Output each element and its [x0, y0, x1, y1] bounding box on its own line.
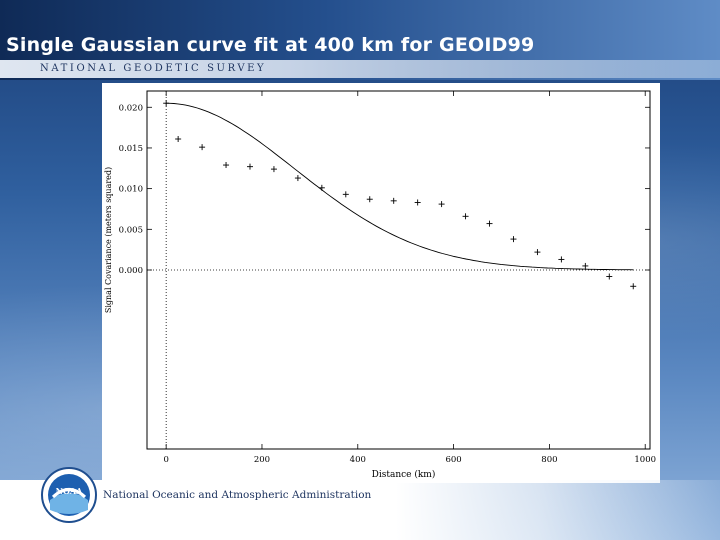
- x-tick-label: 200: [254, 455, 270, 465]
- x-tick-label: 800: [541, 455, 557, 465]
- data-point: [342, 191, 349, 198]
- data-point: [390, 197, 397, 204]
- data-point: [175, 136, 182, 143]
- chart-panel: 0 200 400 600 800 1000 0.000 0.005 0.010 0.015 0.0…: [102, 83, 660, 483]
- y-tick-label: 0.000: [119, 266, 143, 276]
- data-point: [163, 100, 170, 107]
- data-point: [246, 163, 253, 170]
- agency-subtitle: NATIONAL GEODETIC SURVEY: [40, 63, 267, 74]
- data-point: [462, 213, 469, 220]
- data-point: [606, 273, 613, 280]
- data-point: [486, 220, 493, 227]
- gaussian-curve-group: [166, 102, 634, 271]
- y-axis-title: Signal Covariance (meters squared): [104, 167, 113, 313]
- noaa-logo-text: NOAA: [56, 486, 83, 496]
- y-tick-label: 0.005: [119, 225, 143, 235]
- noaa-logo: NOAA: [41, 467, 97, 523]
- axis-labels-group: 0 200 400 600 800 1000 0.000 0.005 0.010 0.015 0.0…: [104, 103, 656, 480]
- subtitle-strip: [0, 60, 720, 78]
- data-point: [534, 249, 541, 256]
- slide-title: Single Gaussian curve fit at 400 km for …: [6, 34, 535, 56]
- data-point: [510, 236, 517, 243]
- data-point: [318, 184, 325, 191]
- data-point: [294, 175, 301, 182]
- data-points-group: [163, 100, 637, 290]
- data-point: [366, 196, 373, 203]
- data-point: [270, 166, 277, 173]
- data-point: [438, 201, 445, 208]
- y-tick-label: 0.015: [119, 144, 143, 154]
- x-axis-title: Distance (km): [372, 469, 436, 480]
- y-tick-label: 0.020: [119, 103, 143, 113]
- data-point: [199, 144, 206, 151]
- x-tick-label: 400: [350, 455, 366, 465]
- y-tick-label: 0.010: [119, 185, 143, 195]
- ticks-group: [147, 91, 650, 449]
- data-point: [414, 199, 421, 206]
- footer-bar: [0, 480, 720, 540]
- data-point: [582, 262, 589, 269]
- footer-agency-name: National Oceanic and Atmospheric Adminis…: [103, 489, 372, 501]
- x-tick-label: 0: [163, 455, 168, 465]
- covariance-chart: 0 200 400 600 800 1000 0.000 0.005 0.010 0.015 0.0…: [104, 90, 656, 480]
- data-point: [223, 162, 230, 169]
- x-tick-label: 600: [445, 455, 461, 465]
- x-tick-label: 1000: [634, 455, 656, 465]
- reference-lines-group: [147, 91, 650, 449]
- gaussian-fit-curve: [166, 102, 634, 271]
- data-point: [558, 256, 565, 263]
- data-point: [630, 283, 637, 290]
